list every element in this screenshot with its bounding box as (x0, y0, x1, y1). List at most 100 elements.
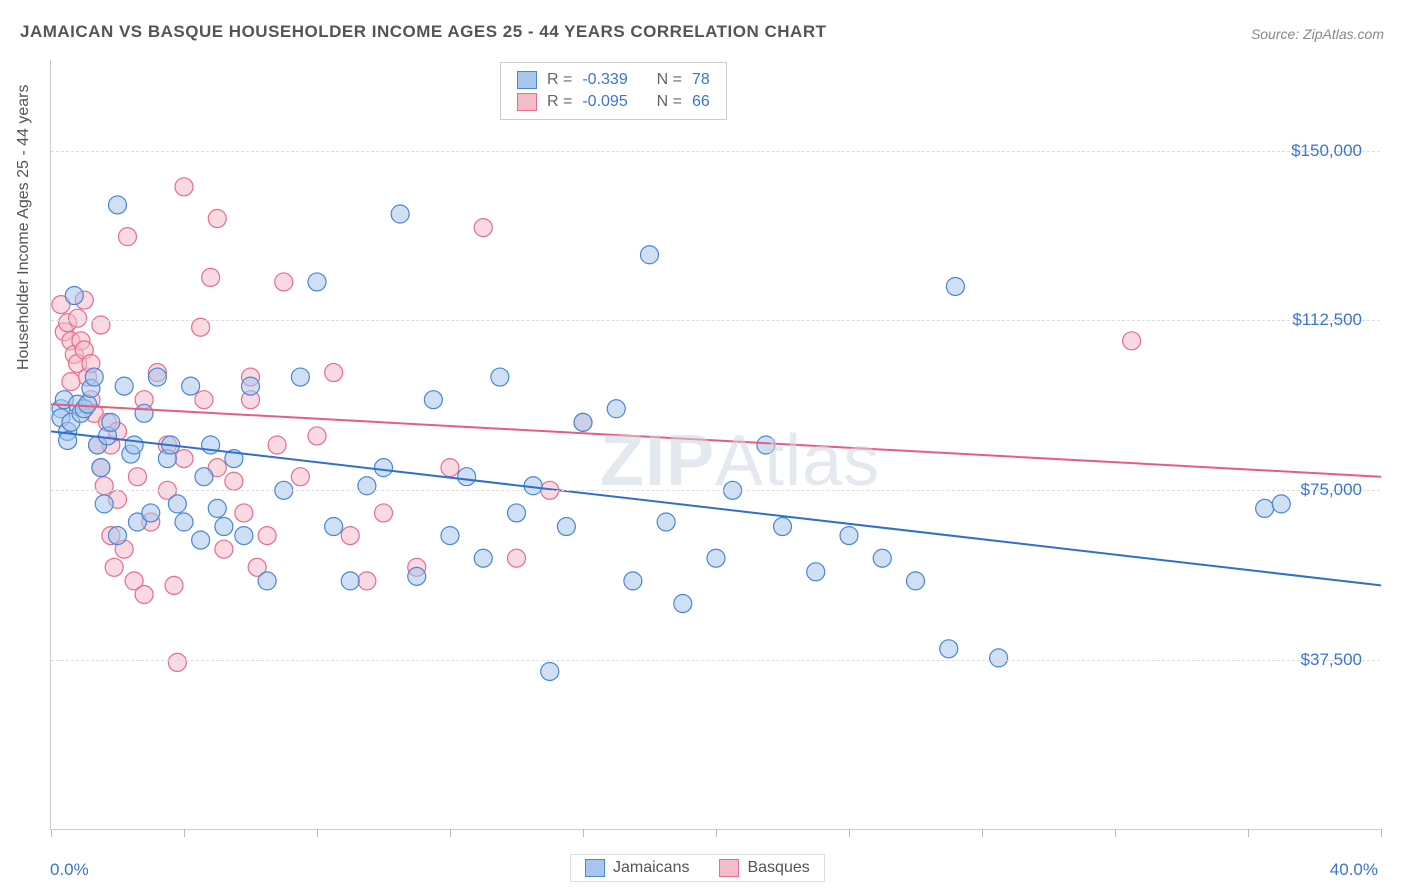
data-point (873, 549, 891, 567)
data-point (118, 228, 136, 246)
data-point (291, 468, 309, 486)
data-point (508, 504, 526, 522)
n-label: N = (657, 93, 682, 111)
data-point (128, 468, 146, 486)
data-point (168, 653, 186, 671)
gridline (51, 660, 1380, 661)
trend-line (51, 404, 1381, 476)
data-point (1272, 495, 1290, 513)
data-point (341, 572, 359, 590)
data-point (202, 268, 220, 286)
data-point (275, 273, 293, 291)
data-point (215, 518, 233, 536)
data-point (125, 436, 143, 454)
data-point (491, 368, 509, 386)
data-point (774, 518, 792, 536)
data-point (195, 391, 213, 409)
x-tick (1381, 829, 1382, 837)
data-point (135, 404, 153, 422)
data-point (441, 459, 459, 477)
data-point (109, 196, 127, 214)
r-label: R = (547, 71, 572, 89)
series-name: Jamaicans (613, 859, 689, 877)
x-axis-max-label: 40.0% (1330, 860, 1378, 880)
data-point (607, 400, 625, 418)
n-label: N = (657, 71, 682, 89)
data-point (946, 277, 964, 295)
data-point (85, 368, 103, 386)
data-point (1123, 332, 1141, 350)
data-point (907, 572, 925, 590)
data-point (1256, 499, 1274, 517)
data-point (840, 527, 858, 545)
data-point (192, 531, 210, 549)
legend-item: Basques (719, 859, 809, 877)
data-point (574, 413, 592, 431)
data-point (391, 205, 409, 223)
data-point (69, 309, 87, 327)
gridline (51, 490, 1380, 491)
data-point (375, 459, 393, 477)
stats-legend: R =-0.339 N =78R =-0.095 N =66 (500, 62, 727, 120)
data-point (102, 413, 120, 431)
data-point (92, 316, 110, 334)
stats-row: R =-0.095 N =66 (517, 91, 710, 113)
data-point (235, 504, 253, 522)
y-tick-label: $150,000 (1291, 141, 1362, 161)
data-point (308, 427, 326, 445)
data-point (168, 495, 186, 513)
data-point (624, 572, 642, 590)
series-name: Basques (747, 859, 809, 877)
gridline (51, 151, 1380, 152)
data-point (358, 477, 376, 495)
data-point (807, 563, 825, 581)
bottom-legend: Jamaicans Basques (570, 854, 825, 882)
legend-item: Jamaicans (585, 859, 689, 877)
data-point (62, 373, 80, 391)
data-point (135, 585, 153, 603)
data-point (165, 576, 183, 594)
data-point (95, 477, 113, 495)
data-point (674, 595, 692, 613)
x-tick (51, 829, 52, 837)
x-tick (982, 829, 983, 837)
data-point (408, 567, 426, 585)
data-point (258, 572, 276, 590)
y-tick-label: $75,000 (1301, 480, 1362, 500)
data-point (215, 540, 233, 558)
data-point (508, 549, 526, 567)
data-point (142, 504, 160, 522)
data-point (474, 219, 492, 237)
data-point (175, 178, 193, 196)
data-point (641, 246, 659, 264)
x-tick (1115, 829, 1116, 837)
data-point (341, 527, 359, 545)
data-point (707, 549, 725, 567)
stats-row: R =-0.339 N =78 (517, 69, 710, 91)
data-point (940, 640, 958, 658)
data-point (95, 495, 113, 513)
x-tick (450, 829, 451, 837)
data-point (235, 527, 253, 545)
data-point (148, 368, 166, 386)
x-tick (716, 829, 717, 837)
data-point (115, 377, 133, 395)
data-point (325, 518, 343, 536)
chart-title: JAMAICAN VS BASQUE HOUSEHOLDER INCOME AG… (20, 22, 827, 42)
data-point (242, 377, 260, 395)
series-swatch (585, 859, 605, 877)
data-point (424, 391, 442, 409)
data-point (175, 513, 193, 531)
data-point (990, 649, 1008, 667)
data-point (225, 472, 243, 490)
r-value: -0.339 (582, 71, 627, 89)
data-point (92, 459, 110, 477)
data-point (182, 377, 200, 395)
series-swatch (517, 71, 537, 89)
x-tick (583, 829, 584, 837)
r-label: R = (547, 93, 572, 111)
n-value: 66 (692, 93, 710, 111)
x-axis-min-label: 0.0% (50, 860, 89, 880)
data-point (557, 518, 575, 536)
data-point (208, 499, 226, 517)
